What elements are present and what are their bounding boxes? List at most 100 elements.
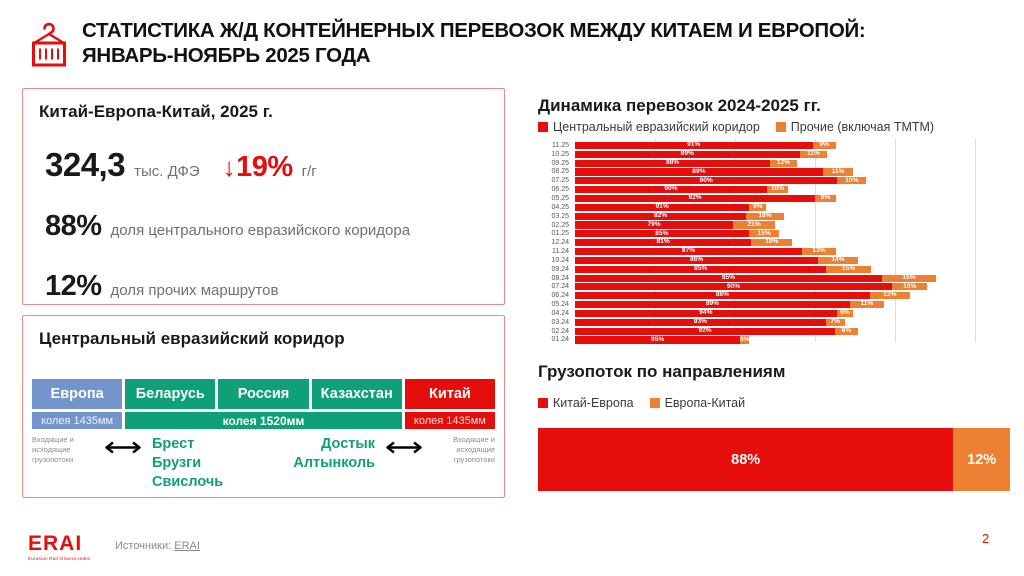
main-share-stat: 88% доля центрального евразийского корид… xyxy=(45,210,488,243)
segment-value-label: 15% xyxy=(757,229,771,237)
dynamics-chart-title: Динамика перевозок 2024-2025 гг. xyxy=(538,96,821,115)
month-label: 02.24 xyxy=(551,327,569,335)
segment-value-label: 11% xyxy=(860,300,874,308)
double-arrow-icon xyxy=(386,441,422,454)
month-label: 04.24 xyxy=(551,309,569,317)
dynamics-row: 12.24 81% 19% xyxy=(538,238,1010,247)
legend-swatch-red xyxy=(538,398,548,408)
crossing-name: Брест xyxy=(152,436,195,452)
main-segment: 91% xyxy=(575,203,750,211)
main-segment: 91% xyxy=(575,142,813,149)
dynamics-row: 08.24 85% 15% xyxy=(538,274,1010,283)
stacked-bar: 87% 13% xyxy=(575,248,1010,256)
sources-link[interactable]: ERAI xyxy=(174,540,200,552)
main-segment: 86% xyxy=(575,256,819,264)
month-label: 08.24 xyxy=(551,274,569,282)
dynamics-row: 07.25 90% 10% xyxy=(538,176,1010,185)
gridline xyxy=(895,139,897,342)
stacked-bar: 79% 21% xyxy=(575,220,1010,229)
other-share-label: доля прочих маршрутов xyxy=(110,282,279,299)
other-segment: 7% xyxy=(825,318,845,326)
stacked-bar: 92% 8% xyxy=(575,326,1010,335)
segment-value-label: 12% xyxy=(776,158,791,166)
dynamics-row: 02.24 92% 8% xyxy=(538,327,1010,336)
dynamics-row: 03.24 93% 7% xyxy=(538,318,1010,327)
dynamics-legend: Центральный евразийский коридор Прочие (… xyxy=(538,120,934,134)
corridor-card: Центральный евразийский коридор Европа Бе… xyxy=(22,315,505,498)
volume-stat: 324,3 тыс. ДФЭ ↓ 19% г/г xyxy=(45,146,488,184)
segment-value-label: 11% xyxy=(807,149,820,157)
yoy-change: ↓ 19% xyxy=(222,151,294,184)
main-share-label: доля центрального евразийского коридора xyxy=(110,222,411,239)
right-flow-label: Входящие и исходящие грузопотоки xyxy=(453,435,495,464)
month-label: 11.24 xyxy=(552,248,569,256)
segment-value-label: 79% xyxy=(647,220,661,228)
page-number: 2 xyxy=(982,531,990,546)
segment-value-label: 8% xyxy=(841,326,852,334)
segment-value-label: 89% xyxy=(692,167,706,175)
dynamics-row: 03.25 82% 18% xyxy=(538,212,1010,221)
segment-value-label: 19% xyxy=(765,238,779,246)
country-cell: Европа xyxy=(32,379,123,409)
segment-value-label: 10% xyxy=(845,176,859,184)
container-crane-icon xyxy=(32,22,66,67)
main-segment: 92% xyxy=(575,194,816,203)
other-segment: 18% xyxy=(746,212,784,220)
summary-card: Китай-Европа-Китай, 2025 г. 324,3 тыс. Д… xyxy=(22,88,505,305)
dynamics-row: 10.24 86% 14% xyxy=(538,256,1010,265)
segment-value-label: 90% xyxy=(726,282,741,290)
left-flow-label: Входящие и исходящие грузопотоки xyxy=(32,435,74,464)
main-segment: 88% xyxy=(575,291,870,300)
main-segment: 88% xyxy=(575,159,771,167)
month-label: 05.25 xyxy=(551,194,569,202)
month-label: 07.24 xyxy=(551,283,569,291)
other-segment: 15% xyxy=(826,265,871,273)
stacked-bar: 86% 14% xyxy=(575,256,1010,264)
direction-legend: Китай-Европа Европа-Китай xyxy=(538,396,745,410)
stacked-bar: 89% 11% xyxy=(575,149,1010,158)
main-segment: 90% xyxy=(575,282,893,291)
legend-item-other: Прочие (включая ТМТМ) xyxy=(775,120,934,134)
other-segment: 10% xyxy=(837,176,867,185)
gauge-cell: колея 1435мм xyxy=(32,412,123,429)
segment-value-label: 91% xyxy=(655,203,669,211)
month-label: 05.24 xyxy=(551,301,569,309)
gridline xyxy=(975,139,977,342)
other-segment: 12% xyxy=(869,292,910,300)
main-segment: 89% xyxy=(575,300,850,309)
main-segment: 79% xyxy=(575,220,734,229)
down-arrow-icon: ↓ xyxy=(222,152,236,182)
main-segment: 89% xyxy=(575,150,800,158)
other-share-stat: 12% доля прочих маршрутов xyxy=(45,270,488,303)
segment-value-label: 5% xyxy=(739,335,750,343)
dynamics-row: 07.24 90% 10% xyxy=(538,283,1010,292)
segment-value-label: 7% xyxy=(830,318,841,325)
segment-value-label: 89% xyxy=(705,300,720,308)
month-label: 04.25 xyxy=(551,203,569,211)
corridor-countries-row: Европа Беларусь Россия Казахстан Китай xyxy=(32,379,495,409)
segment-value-label: 94% xyxy=(699,309,713,317)
legend-swatch-red xyxy=(538,122,548,132)
stacked-bar: 88% 12% xyxy=(575,158,1010,167)
segment-value-label: 90% xyxy=(699,176,713,184)
stacked-bar: 85% 15% xyxy=(575,274,1010,282)
segment-value-label: 10% xyxy=(903,282,917,290)
country-cell: Россия xyxy=(218,379,309,409)
segment-value-label: 93% xyxy=(693,318,707,325)
month-label: 02.25 xyxy=(551,221,569,229)
dynamics-row: 05.25 92% 8% xyxy=(538,194,1010,203)
other-segment: 21% xyxy=(733,221,776,229)
segment-value-label: 92% xyxy=(688,194,702,202)
yoy-suffix: г/г xyxy=(301,163,317,180)
stacked-bar: 92% 8% xyxy=(575,194,1010,203)
month-label: 09.24 xyxy=(551,265,569,273)
segment-value-label: 92% xyxy=(698,326,712,334)
segment-value-label: 90% xyxy=(664,185,678,193)
left-crossings-list: Брест Брузги Свислочь xyxy=(152,435,223,492)
main-segment: 93% xyxy=(575,318,826,326)
segment-value-label: 88% xyxy=(715,291,729,299)
corridor-gauge-row: колея 1435мм колея 1520мм колея 1435мм xyxy=(32,412,495,429)
segment-value-label: 9% xyxy=(819,141,829,149)
main-segment: 90% xyxy=(575,176,838,185)
